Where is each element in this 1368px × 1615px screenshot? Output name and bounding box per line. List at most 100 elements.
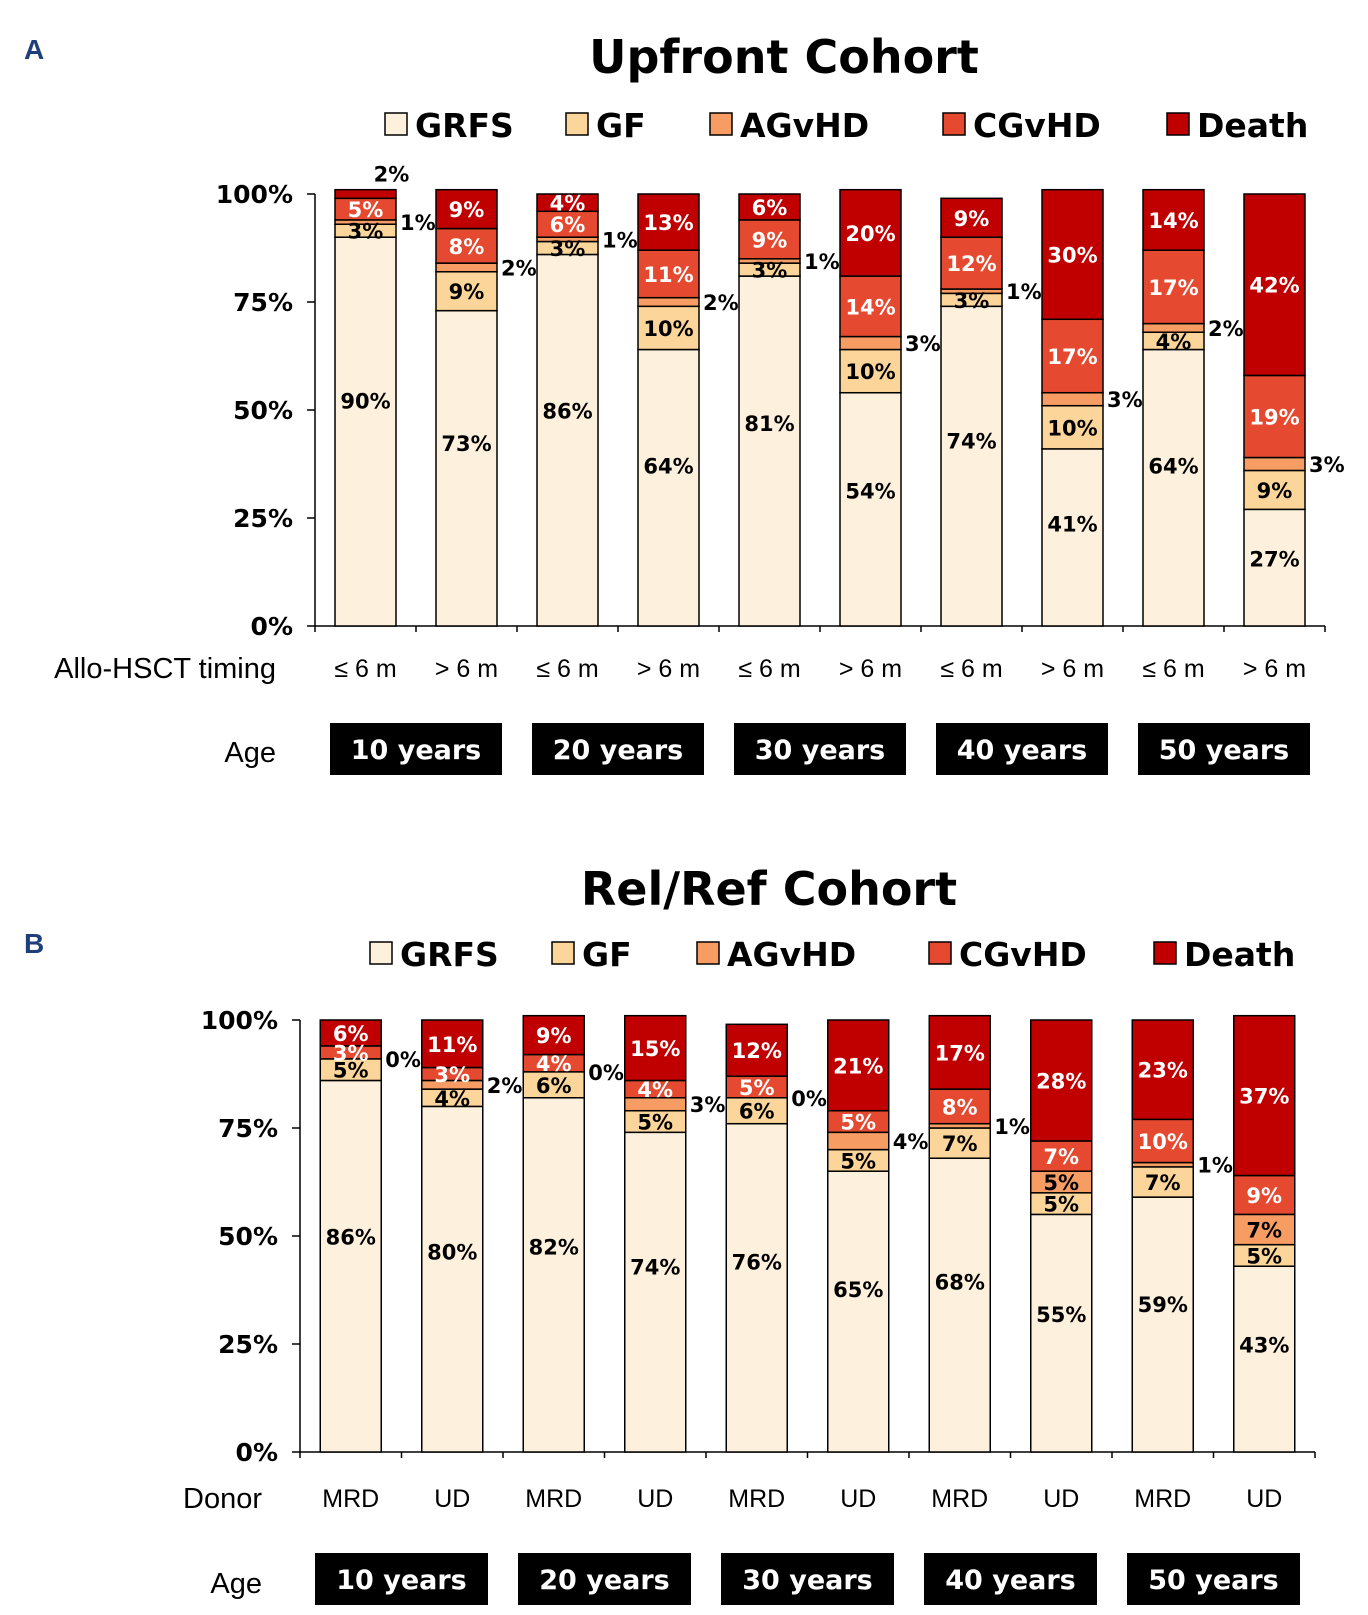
bar-label-cgvhd: 3%	[434, 1063, 470, 1087]
bar-label-agvhd: 2%	[487, 1074, 523, 1098]
bar-segment-death	[839, 188, 902, 277]
bar-label-cgvhd: 7%	[1043, 1145, 1079, 1169]
bar-label-grfs: 74%	[946, 430, 996, 454]
bar-label-grfs: 74%	[630, 1256, 680, 1280]
bar-label-death: 30%	[1047, 243, 1097, 267]
y-tick-label: 50%	[233, 396, 293, 425]
legend-swatch-gf	[551, 941, 575, 965]
bar-segment-cgvhd	[536, 210, 599, 238]
y-tick-label: 25%	[233, 504, 293, 533]
category-label: MRD	[322, 1485, 379, 1513]
bar-segment-cgvhd	[435, 227, 498, 264]
category-label: MRD	[728, 1485, 785, 1513]
bar-segment-agvhd	[827, 1131, 890, 1151]
bar-label-agvhd: 2%	[703, 291, 739, 315]
bar-label-gf: 6%	[536, 1074, 572, 1098]
bar-segment-grfs	[940, 305, 1003, 627]
bar-segment-death	[334, 188, 397, 200]
category-label: > 6 m	[435, 655, 498, 683]
age-group-label: 20 years	[539, 1565, 670, 1596]
chart-title-relref: Rel/Ref Cohort	[581, 862, 957, 916]
bar-label-cgvhd: 19%	[1249, 405, 1299, 429]
bar-segment-death	[522, 1014, 585, 1056]
legend-swatch-grfs	[369, 941, 393, 965]
category-label: UD	[1246, 1485, 1282, 1513]
bar-label-agvhd: 2%	[501, 256, 537, 280]
panel-a-upfront-chart: A Upfront Cohort GRFS GF AGvHD CGvHD Death 0…	[24, 30, 1345, 775]
bar-segment-grfs	[1131, 1196, 1194, 1453]
bar-label-gf: 5%	[637, 1111, 673, 1135]
bar-segment-grfs	[1233, 1265, 1296, 1453]
bar-segment-death	[1041, 188, 1104, 321]
bar-label-cgvhd: 8%	[942, 1095, 978, 1119]
bar-label-death: 11%	[427, 1033, 477, 1057]
bar-label-agvhd: 7%	[1246, 1219, 1282, 1243]
age-group-box	[330, 723, 502, 775]
category-label: ≤ 6 m	[738, 655, 800, 683]
bar-label-cgvhd: 11%	[643, 263, 693, 287]
bar-label-grfs: 76%	[732, 1251, 782, 1275]
bar-segment-agvhd	[637, 296, 700, 308]
legend-upfront: GRFS GF AGvHD CGvHD Death	[384, 106, 1308, 145]
legend-label-gf: GF	[582, 935, 632, 974]
legend-relref: GRFS GF AGvHD CGvHD Death	[369, 935, 1295, 974]
panel-letter-a: A	[24, 34, 44, 65]
bar-segment-grfs	[637, 348, 700, 627]
bar-label-gf: 3%	[348, 220, 384, 244]
bar-segment-death	[1233, 1014, 1296, 1177]
age-group-label: 40 years	[957, 735, 1088, 766]
bar-label-death: 14%	[1148, 209, 1198, 233]
bar-label-agvhd: 5%	[1043, 1171, 1079, 1195]
bar-label-grfs: 43%	[1239, 1333, 1289, 1357]
bar-segment-cgvhd	[1233, 1174, 1296, 1216]
bar-label-grfs: 86%	[326, 1226, 376, 1250]
bar-label-death: 4%	[550, 192, 586, 216]
bar-label-agvhd: 3%	[1309, 453, 1345, 477]
bar-label-gf: 5%	[333, 1059, 369, 1083]
category-label: MRD	[525, 1485, 582, 1513]
legend-label-grfs: GRFS	[415, 106, 514, 145]
category-label: ≤ 6 m	[1142, 655, 1204, 683]
bar-segment-grfs	[319, 1079, 382, 1453]
bar-label-cgvhd: 6%	[550, 213, 586, 237]
category-label: MRD	[1134, 1485, 1191, 1513]
bar-label-cgvhd: 17%	[1148, 276, 1198, 300]
y-tick-label: 75%	[218, 1114, 278, 1143]
bar-label-death: 9%	[536, 1024, 572, 1048]
bar-label-gf: 5%	[1043, 1193, 1079, 1217]
bar-label-agvhd: 2%	[1208, 317, 1244, 341]
bar-label-cgvhd: 3%	[333, 1041, 369, 1065]
category-label: > 6 m	[839, 655, 902, 683]
category-label: MRD	[931, 1485, 988, 1513]
bar-label-agvhd: 1%	[804, 250, 840, 274]
bar-label-gf: 10%	[643, 317, 693, 341]
bar-labels-upfront: 90%3% 1%5%2%73%9%2%8%9%86%3% 1%6%4%64%10%2…	[340, 163, 1344, 572]
legend-label-agvhd: AGvHD	[740, 106, 869, 145]
bar-segment-cgvhd	[839, 275, 902, 338]
x-axis-title-timing: Allo-HSCT timing	[54, 653, 276, 685]
y-tick-label: 25%	[218, 1330, 278, 1359]
bar-label-grfs: 64%	[1148, 455, 1198, 479]
bar-label-death: 20%	[845, 222, 895, 246]
bar-label-agvhd: 1%	[994, 1115, 1030, 1139]
bar-label-grfs: 80%	[427, 1241, 477, 1265]
legend-label-grfs: GRFS	[400, 935, 499, 974]
bar-label-death: 9%	[449, 198, 485, 222]
age-group-label: 50 years	[1159, 735, 1290, 766]
legend-swatch-death	[1153, 941, 1177, 965]
bar-segment-cgvhd	[940, 236, 1003, 290]
bar-segment-grfs	[1243, 508, 1306, 627]
category-label: UD	[637, 1485, 673, 1513]
y-tick-label: 0%	[251, 612, 293, 641]
bar-label-cgvhd: 5%	[348, 198, 384, 222]
bar-segment-gf	[637, 305, 700, 351]
bar-label-death: 6%	[333, 1022, 369, 1046]
bar-label-grfs: 64%	[643, 455, 693, 479]
bar-segment-gf	[1243, 469, 1306, 511]
bar-label-cgvhd: 4%	[536, 1052, 572, 1076]
bars-relref	[319, 1014, 1296, 1453]
bar-label-gf: 3%	[550, 237, 586, 261]
category-label: UD	[840, 1485, 876, 1513]
category-label: > 6 m	[1041, 655, 1104, 683]
y-tick-label: 50%	[218, 1222, 278, 1251]
